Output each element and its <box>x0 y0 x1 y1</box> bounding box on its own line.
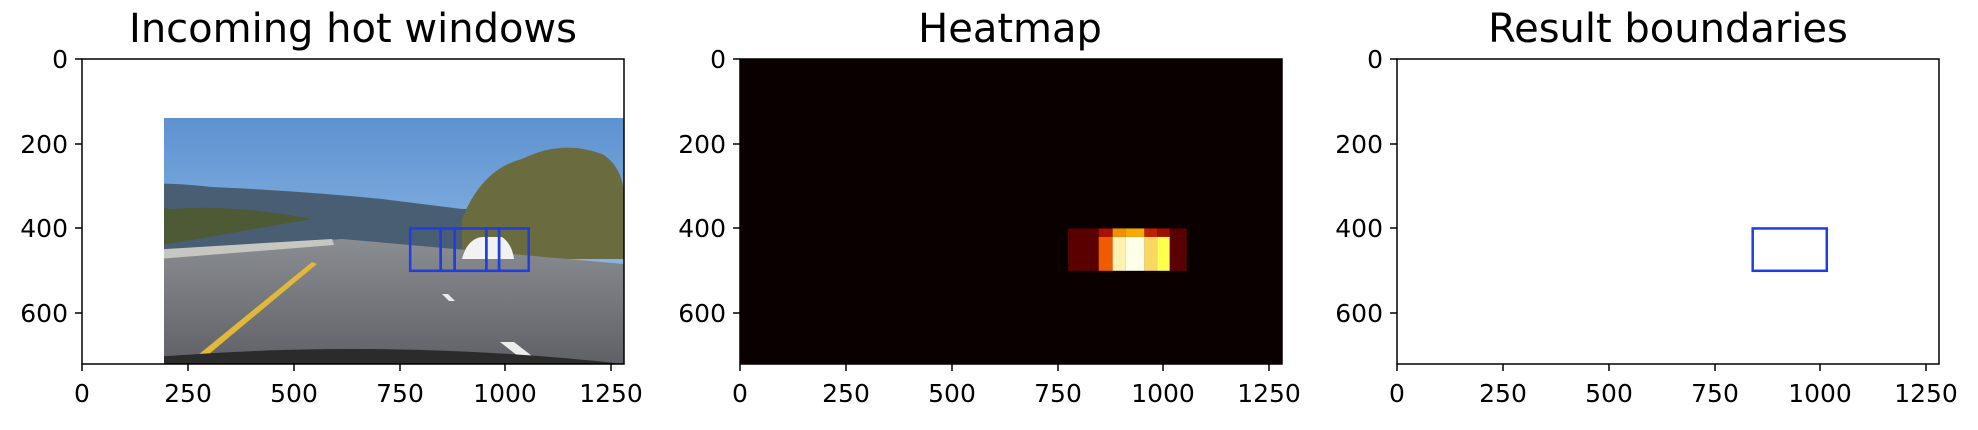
heatmap-cell <box>1068 228 1099 237</box>
y-axis: 0 200 400 600 <box>678 45 740 328</box>
lane-dash <box>442 294 455 301</box>
lane-dash <box>1757 294 1770 301</box>
hot-window-boxes <box>408 227 530 273</box>
result-boxes <box>1751 227 1829 273</box>
x-tick-label: 250 <box>822 379 870 408</box>
heatmap-cell <box>1112 236 1126 271</box>
trees-left <box>164 207 312 245</box>
yellow-line <box>1502 262 1632 364</box>
x-tick-label: 1250 <box>1894 379 1958 408</box>
y-axis: 0 200 400 600 <box>1335 45 1397 328</box>
x-tick-label: 1000 <box>473 379 537 408</box>
heatmap-cell <box>1144 236 1158 271</box>
top-left-foliage <box>1397 59 1467 104</box>
x-tick-label: 250 <box>164 379 212 408</box>
x-tick-label: 1000 <box>1788 379 1852 408</box>
y-tick-label: 600 <box>678 299 726 328</box>
y-tick-label: 0 <box>1367 45 1383 74</box>
car <box>462 237 514 259</box>
x-tick-label: 0 <box>1389 379 1405 408</box>
heatmap-cell <box>1144 228 1158 237</box>
yellow-line <box>187 262 317 364</box>
heatmap-cell <box>1157 228 1170 237</box>
car <box>1777 237 1829 259</box>
road <box>1397 239 1939 364</box>
y-tick-label: 400 <box>20 214 68 243</box>
panel-title: Heatmap <box>918 6 1102 52</box>
heatmap-cell <box>1098 228 1113 237</box>
sky <box>1397 59 1939 364</box>
x-tick-label: 0 <box>74 379 90 408</box>
detection-box <box>1751 227 1829 273</box>
heatmap-cell <box>1169 228 1187 237</box>
trees-right <box>1777 148 1939 259</box>
guardrail <box>1397 239 1649 265</box>
y-tick-label: 600 <box>1335 299 1383 328</box>
y-tick-label: 600 <box>20 299 68 328</box>
top-left-foliage <box>82 59 152 104</box>
trees-left <box>1397 204 1627 259</box>
y-tick-label: 200 <box>1335 130 1383 159</box>
heatmap-cell <box>1068 236 1099 271</box>
heatmap-cell <box>1112 228 1126 237</box>
panel-title: Result boundaries <box>1488 6 1848 52</box>
road <box>164 239 624 364</box>
lane-dash <box>500 342 532 356</box>
x-tick-label: 250 <box>1479 379 1527 408</box>
x-tick-label: 750 <box>1691 379 1739 408</box>
x-tick-label: 1250 <box>579 379 643 408</box>
y-tick-label: 400 <box>678 214 726 243</box>
x-axis: 0 250 500 750 1000 1250 <box>74 364 643 408</box>
guardrail <box>164 239 334 259</box>
panel-heatmap: Heatmap 0 200 400 600 0 250 500 750 1000 <box>678 6 1301 408</box>
panel-title: Incoming hot windows <box>129 6 577 52</box>
lane-dash <box>1815 342 1847 356</box>
x-tick-label: 500 <box>928 379 976 408</box>
hood <box>1397 349 1939 364</box>
y-tick-label: 400 <box>1335 214 1383 243</box>
axes-frame <box>739 58 1283 365</box>
x-tick-label: 750 <box>376 379 424 408</box>
heatmap-background <box>740 59 1282 364</box>
x-axis: 0 250 500 750 1000 1250 <box>732 364 1301 408</box>
y-tick-label: 0 <box>710 45 726 74</box>
y-axis: 0 200 400 600 <box>20 45 82 328</box>
hills <box>1397 183 1939 259</box>
x-tick-label: 0 <box>732 379 748 408</box>
panel-hot-windows: Incoming hot windows 0 200 400 600 <box>20 6 643 408</box>
trees-right <box>462 147 625 259</box>
detection-box <box>497 227 530 273</box>
y-tick-label: 200 <box>678 130 726 159</box>
heatmap-cell <box>1098 236 1113 271</box>
y-tick-label: 200 <box>20 130 68 159</box>
road-photo <box>1397 59 1939 364</box>
axes-frame <box>1396 58 1940 365</box>
x-axis: 0 250 500 750 1000 1250 <box>1389 364 1958 408</box>
x-tick-label: 1250 <box>1237 379 1301 408</box>
road-photo <box>82 59 625 364</box>
heatmap-cells <box>1068 228 1187 271</box>
hood <box>164 349 624 364</box>
heatmap-cell <box>1157 236 1170 271</box>
x-tick-label: 1000 <box>1131 379 1195 408</box>
x-tick-label: 500 <box>1585 379 1633 408</box>
heatmap-cell <box>1125 228 1145 237</box>
x-tick-label: 750 <box>1034 379 1082 408</box>
heatmap-cell <box>1169 236 1187 271</box>
axes-frame <box>81 58 625 365</box>
panel-result: Result boundaries 0 200 400 600 <box>1335 6 1958 408</box>
y-tick-label: 0 <box>52 45 68 74</box>
heatmap-cell <box>1125 236 1145 271</box>
x-tick-label: 500 <box>270 379 318 408</box>
